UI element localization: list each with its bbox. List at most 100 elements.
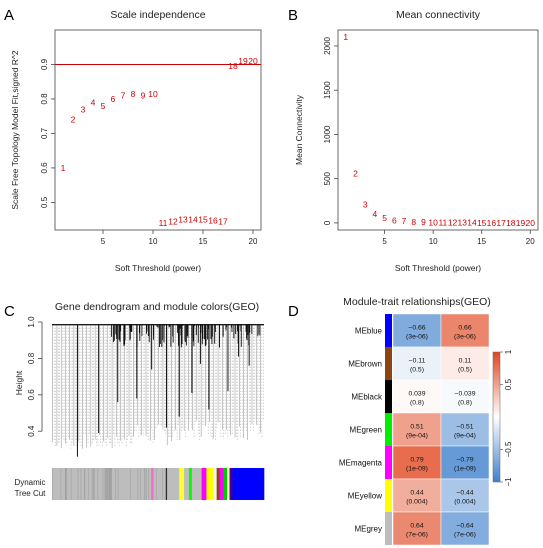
heatmap-cell-r: −0.64: [456, 523, 473, 530]
panel-a-xtick-label: 20: [249, 237, 258, 246]
colorbar-stripe: [70, 468, 72, 500]
heatmap-cell: [440, 445, 490, 480]
panel-b-xlabel: Soft Threshold (power): [395, 263, 481, 273]
colorbar-segment: [151, 468, 154, 500]
panel-c-dendrogram: Gene dendrogram and module colors(GEO) H…: [14, 301, 265, 500]
panel-b-point-label: 15: [477, 218, 487, 228]
heatmap-cell-r: −0.51: [456, 424, 473, 431]
panel-a-point-label: 6: [111, 94, 116, 104]
colorbar-stripe: [144, 468, 146, 500]
panel-b-ytick-label: 1500: [323, 81, 332, 99]
panel-b-ytick-label: 2000: [323, 36, 332, 54]
colorbar-segment: [179, 468, 185, 500]
colorbar-stripe: [84, 468, 86, 500]
panel-a-point-label: 4: [91, 97, 96, 107]
heatmap-cell-r: −0.66: [408, 325, 425, 332]
panel-b-ytick-label: 1000: [323, 125, 332, 143]
module-color-swatch: [385, 446, 392, 479]
legend-tick-label: −1: [504, 477, 513, 487]
colorbar-segment: [216, 468, 220, 500]
colorbar-segment: [191, 468, 202, 500]
colorbar-segment: [167, 468, 180, 500]
colorbar-segment: [188, 468, 193, 500]
colorbar-stripe: [88, 468, 89, 500]
panel-b-point-label: 5: [382, 213, 387, 223]
panel-b-xtick-label: 20: [526, 237, 535, 246]
panel-a-ytick-label: 0.5: [40, 196, 49, 208]
colorbar-stripe: [144, 468, 146, 500]
colorbar-stripe: [104, 468, 106, 500]
heatmap-cell-r: 0.64: [410, 523, 423, 530]
panel-a-point-label: 5: [101, 101, 106, 111]
heatmap-cell-p: (0.8): [458, 400, 472, 407]
panel-a-point-label: 2: [71, 115, 76, 125]
colorbar-stripe: [117, 468, 119, 500]
panel-a-point-label: 1: [61, 163, 66, 173]
panel-a-point-label: 7: [121, 91, 126, 101]
heatmap-cell-r: 0.44: [410, 490, 423, 497]
panel-b-title: Mean connectivity: [396, 9, 481, 21]
colorbar-segment: [213, 468, 217, 500]
panel-a-point-label: 20: [248, 56, 258, 66]
heatmap-cell: [440, 478, 490, 513]
heatmap-cell-p: (9e-04): [454, 433, 476, 440]
panel-b-ytick-label: 0: [323, 220, 332, 225]
panel-a-title: Scale independence: [110, 9, 205, 21]
colorbar-stripe: [66, 468, 68, 500]
colorbar-stripe: [148, 468, 150, 500]
panel-b-point-label: 1: [343, 32, 348, 42]
colorbar-segment: [206, 468, 215, 500]
colorbar-stripe: [155, 468, 157, 500]
colorbar-stripe: [151, 468, 153, 500]
panel-b-point-label: 19: [516, 218, 526, 228]
panel-c-colorbar-label-line1: Dynamic: [14, 478, 45, 487]
panel-a-xtick-label: 5: [101, 237, 106, 246]
panel-b-ylabel: Mean Connectivity: [294, 94, 304, 165]
panel-c-ytick-label: 1.0: [27, 316, 36, 328]
colorbar-segment: [229, 468, 233, 500]
heatmap-cell-p: (3e-06): [406, 334, 428, 341]
heatmap-cell-p: (1e-09): [454, 466, 476, 473]
colorbar-stripe: [110, 468, 112, 500]
panel-a-point-label: 19: [238, 56, 248, 66]
colorbar-stripe: [65, 468, 66, 500]
panel-a-point-label: 9: [141, 91, 146, 101]
heatmap-cell: [392, 478, 442, 513]
panel-b-point-label: 8: [411, 217, 416, 227]
module-row-label: MEblue: [355, 327, 383, 336]
panel-b-point-label: 13: [458, 218, 468, 228]
heatmap-cell: [392, 412, 442, 447]
panel-a-point-label: 17: [218, 216, 228, 226]
heatmap-cell-p: (0.004): [454, 499, 476, 506]
colorbar-stripe: [60, 468, 62, 500]
colorbar-stripe: [102, 468, 104, 500]
colorbar-segment: [110, 468, 152, 500]
panel-b-point-label: 3: [363, 199, 368, 209]
module-row-label: MEmagenta: [339, 459, 383, 468]
panel-label-c: C: [4, 303, 15, 320]
panel-c-ytick-label: 0.4: [27, 425, 36, 437]
colorbar-stripe: [93, 468, 95, 500]
colorbar-stripe: [65, 468, 67, 500]
panel-b-point-label: 16: [487, 218, 497, 228]
heatmap-cell-p: (0.5): [410, 367, 424, 374]
heatmap-cell-r: 0.66: [458, 325, 471, 332]
heatmap-cell-r: 0.11: [459, 358, 472, 365]
panel-d-legend: 1 0.5 −0.5 −1: [492, 349, 513, 487]
colorbar-stripe: [115, 468, 116, 500]
panel-b-point-label: 12: [448, 218, 458, 228]
module-color-swatch: [385, 413, 392, 446]
colorbar-stripe: [111, 468, 112, 500]
panel-a-frame: [54, 29, 262, 231]
panel-d-title: Module-trait relationships(GEO): [343, 296, 491, 308]
colorbar-segment: [219, 468, 224, 500]
heatmap-cell-p: (3e-06): [454, 334, 476, 341]
heatmap-cell: [440, 412, 490, 447]
colorbar-stripe: [165, 468, 167, 500]
panel-c-ylabel: Height: [14, 370, 24, 395]
panel-label-d: D: [288, 303, 299, 320]
colorbar-segment: [153, 468, 166, 500]
panel-b-point-label: 4: [373, 209, 378, 219]
panel-b-xtick-label: 15: [477, 237, 486, 246]
